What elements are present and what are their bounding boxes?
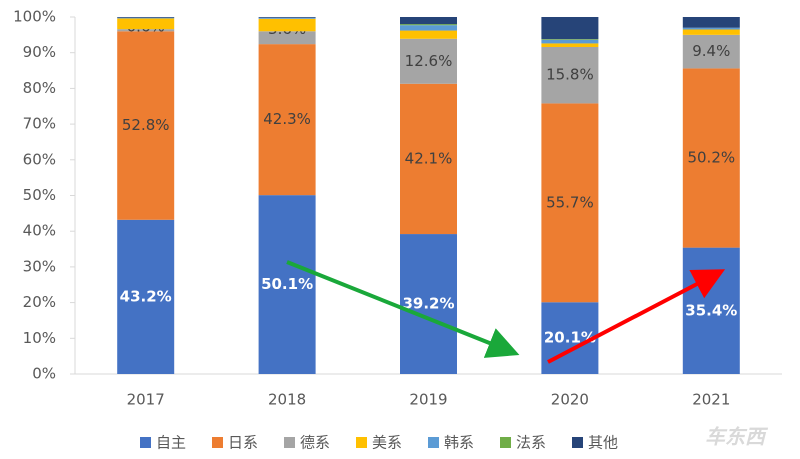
x-tick-label: 2019 xyxy=(409,391,447,409)
trend-arrow xyxy=(547,269,726,364)
bar-segment xyxy=(400,83,457,235)
trend-arrow xyxy=(286,260,520,358)
bar-segment xyxy=(682,17,740,28)
y-tick-label: 0% xyxy=(32,365,56,383)
data-label: 20.1% xyxy=(544,329,596,347)
data-label: 42.1% xyxy=(405,149,453,167)
legend-label: 美系 xyxy=(372,434,402,452)
bar-segment xyxy=(682,29,740,35)
y-tick-label: 90% xyxy=(23,43,56,61)
bar-segment xyxy=(682,247,740,374)
legend-swatch xyxy=(284,437,295,448)
y-tick-label: 70% xyxy=(23,115,56,133)
y-tick-label: 10% xyxy=(23,329,56,347)
y-tick-label: 80% xyxy=(23,79,56,97)
bar-segment xyxy=(400,38,457,84)
bar-segment xyxy=(541,43,599,47)
legend-label: 自主 xyxy=(156,434,186,452)
bar-segment xyxy=(117,29,175,32)
data-label: 43.2% xyxy=(120,287,172,305)
legend: 自主 日系 德系 美系 韩系 法系 其他 xyxy=(140,434,618,452)
y-tick-label: 100% xyxy=(13,8,56,26)
legend-label: 法系 xyxy=(516,434,546,452)
bar-segment xyxy=(541,39,599,44)
data-label: 50.2% xyxy=(687,149,735,167)
bar-segment xyxy=(258,44,316,196)
y-tick-label: 40% xyxy=(23,222,56,240)
bar-segment xyxy=(258,17,316,18)
bar-segment xyxy=(541,46,599,104)
data-label: 35.4% xyxy=(685,301,737,319)
y-tick-label: 60% xyxy=(23,150,56,168)
legend-label: 日系 xyxy=(228,434,258,452)
bar-segment xyxy=(682,27,740,30)
bar-segment xyxy=(117,17,175,18)
bar-segment xyxy=(541,39,599,40)
legend-swatch xyxy=(428,437,439,448)
y-tick-label: 20% xyxy=(23,293,56,311)
data-label: 9.4% xyxy=(692,42,730,60)
legend-swatch xyxy=(572,437,583,448)
bar-segment xyxy=(541,17,599,40)
data-label: 12.6% xyxy=(405,52,453,70)
legend-swatch xyxy=(212,437,223,448)
bar-segment xyxy=(400,24,457,26)
bar-segment xyxy=(258,195,316,374)
bar-segment xyxy=(258,31,316,45)
legend-swatch xyxy=(500,437,511,448)
bar-segment xyxy=(117,18,175,30)
bar-segment xyxy=(117,17,175,19)
bar-segment xyxy=(117,219,175,374)
legend-label: 德系 xyxy=(300,434,330,452)
legend-swatch xyxy=(356,437,367,448)
x-tick-label: 2020 xyxy=(551,391,589,409)
bar-segment xyxy=(400,234,457,374)
bar-segment xyxy=(258,18,316,32)
bar-segment xyxy=(400,17,457,25)
y-tick-label: 50% xyxy=(23,186,56,204)
data-label: 39.2% xyxy=(402,295,454,313)
data-label: 15.8% xyxy=(546,66,594,84)
data-label: 42.3% xyxy=(263,110,311,128)
data-label: 50.1% xyxy=(261,275,313,293)
data-label: 52.8% xyxy=(122,116,170,134)
legend-swatch xyxy=(140,437,151,448)
y-tick-label: 30% xyxy=(23,257,56,275)
plot: 0% 10% 20% 30% 40% 50% 60% 70% 80% 90% 100% 2017 43.… xyxy=(13,8,782,452)
x-tick-label: 2017 xyxy=(127,391,165,409)
legend-label: 其他 xyxy=(588,434,618,452)
bar-segment xyxy=(682,34,740,69)
data-label: 55.7% xyxy=(546,193,594,211)
bar-segment xyxy=(400,30,457,39)
bar-segment xyxy=(400,25,457,31)
x-tick-label: 2018 xyxy=(268,391,306,409)
bar-segment xyxy=(258,17,316,19)
bar-segment xyxy=(117,31,175,220)
x-tick-label: 2021 xyxy=(692,391,730,409)
watermark: 车东西 xyxy=(705,425,769,449)
legend-label: 韩系 xyxy=(444,434,474,452)
bar-segment xyxy=(682,68,740,248)
bar-segment xyxy=(541,103,599,303)
